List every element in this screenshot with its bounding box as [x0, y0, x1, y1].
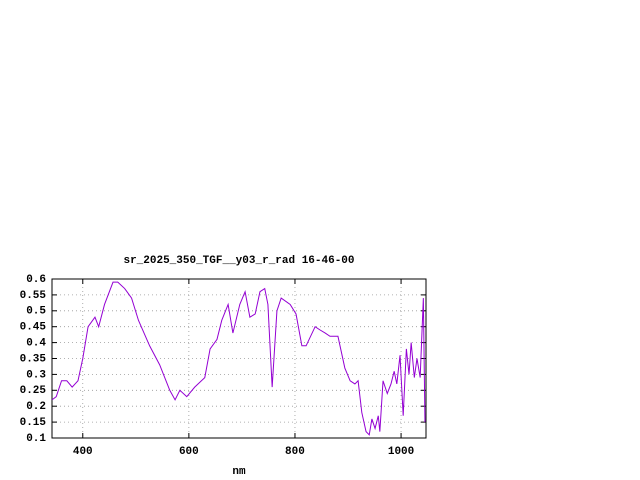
- chart-title: sr_2025_350_TGF__y03_r_rad 16-46-00: [123, 255, 354, 267]
- y-tick-label: 0.1: [26, 433, 46, 445]
- x-tick-label: 400: [73, 446, 93, 458]
- y-tick-label: 0.15: [20, 417, 47, 429]
- plot-frame: [51, 278, 427, 439]
- x-tick-label: 800: [285, 446, 305, 458]
- x-tick-label: 600: [179, 446, 199, 458]
- y-tick-label: 0.4: [26, 338, 46, 350]
- y-tick-label: 0.55: [20, 290, 47, 302]
- y-tick-label: 0.35: [20, 353, 47, 365]
- y-tick-label: 0.25: [20, 385, 47, 397]
- y-tick-label: 0.5: [26, 306, 46, 318]
- y-tick-label: 0.2: [26, 401, 46, 413]
- data-line: [51, 281, 426, 436]
- x-tick-label: 1000: [388, 446, 414, 458]
- y-tick-label: 0.6: [26, 274, 46, 286]
- y-tick-label: 0.45: [20, 322, 47, 334]
- x-axis-label: nm: [232, 466, 246, 478]
- y-tick-label: 0.3: [26, 369, 46, 381]
